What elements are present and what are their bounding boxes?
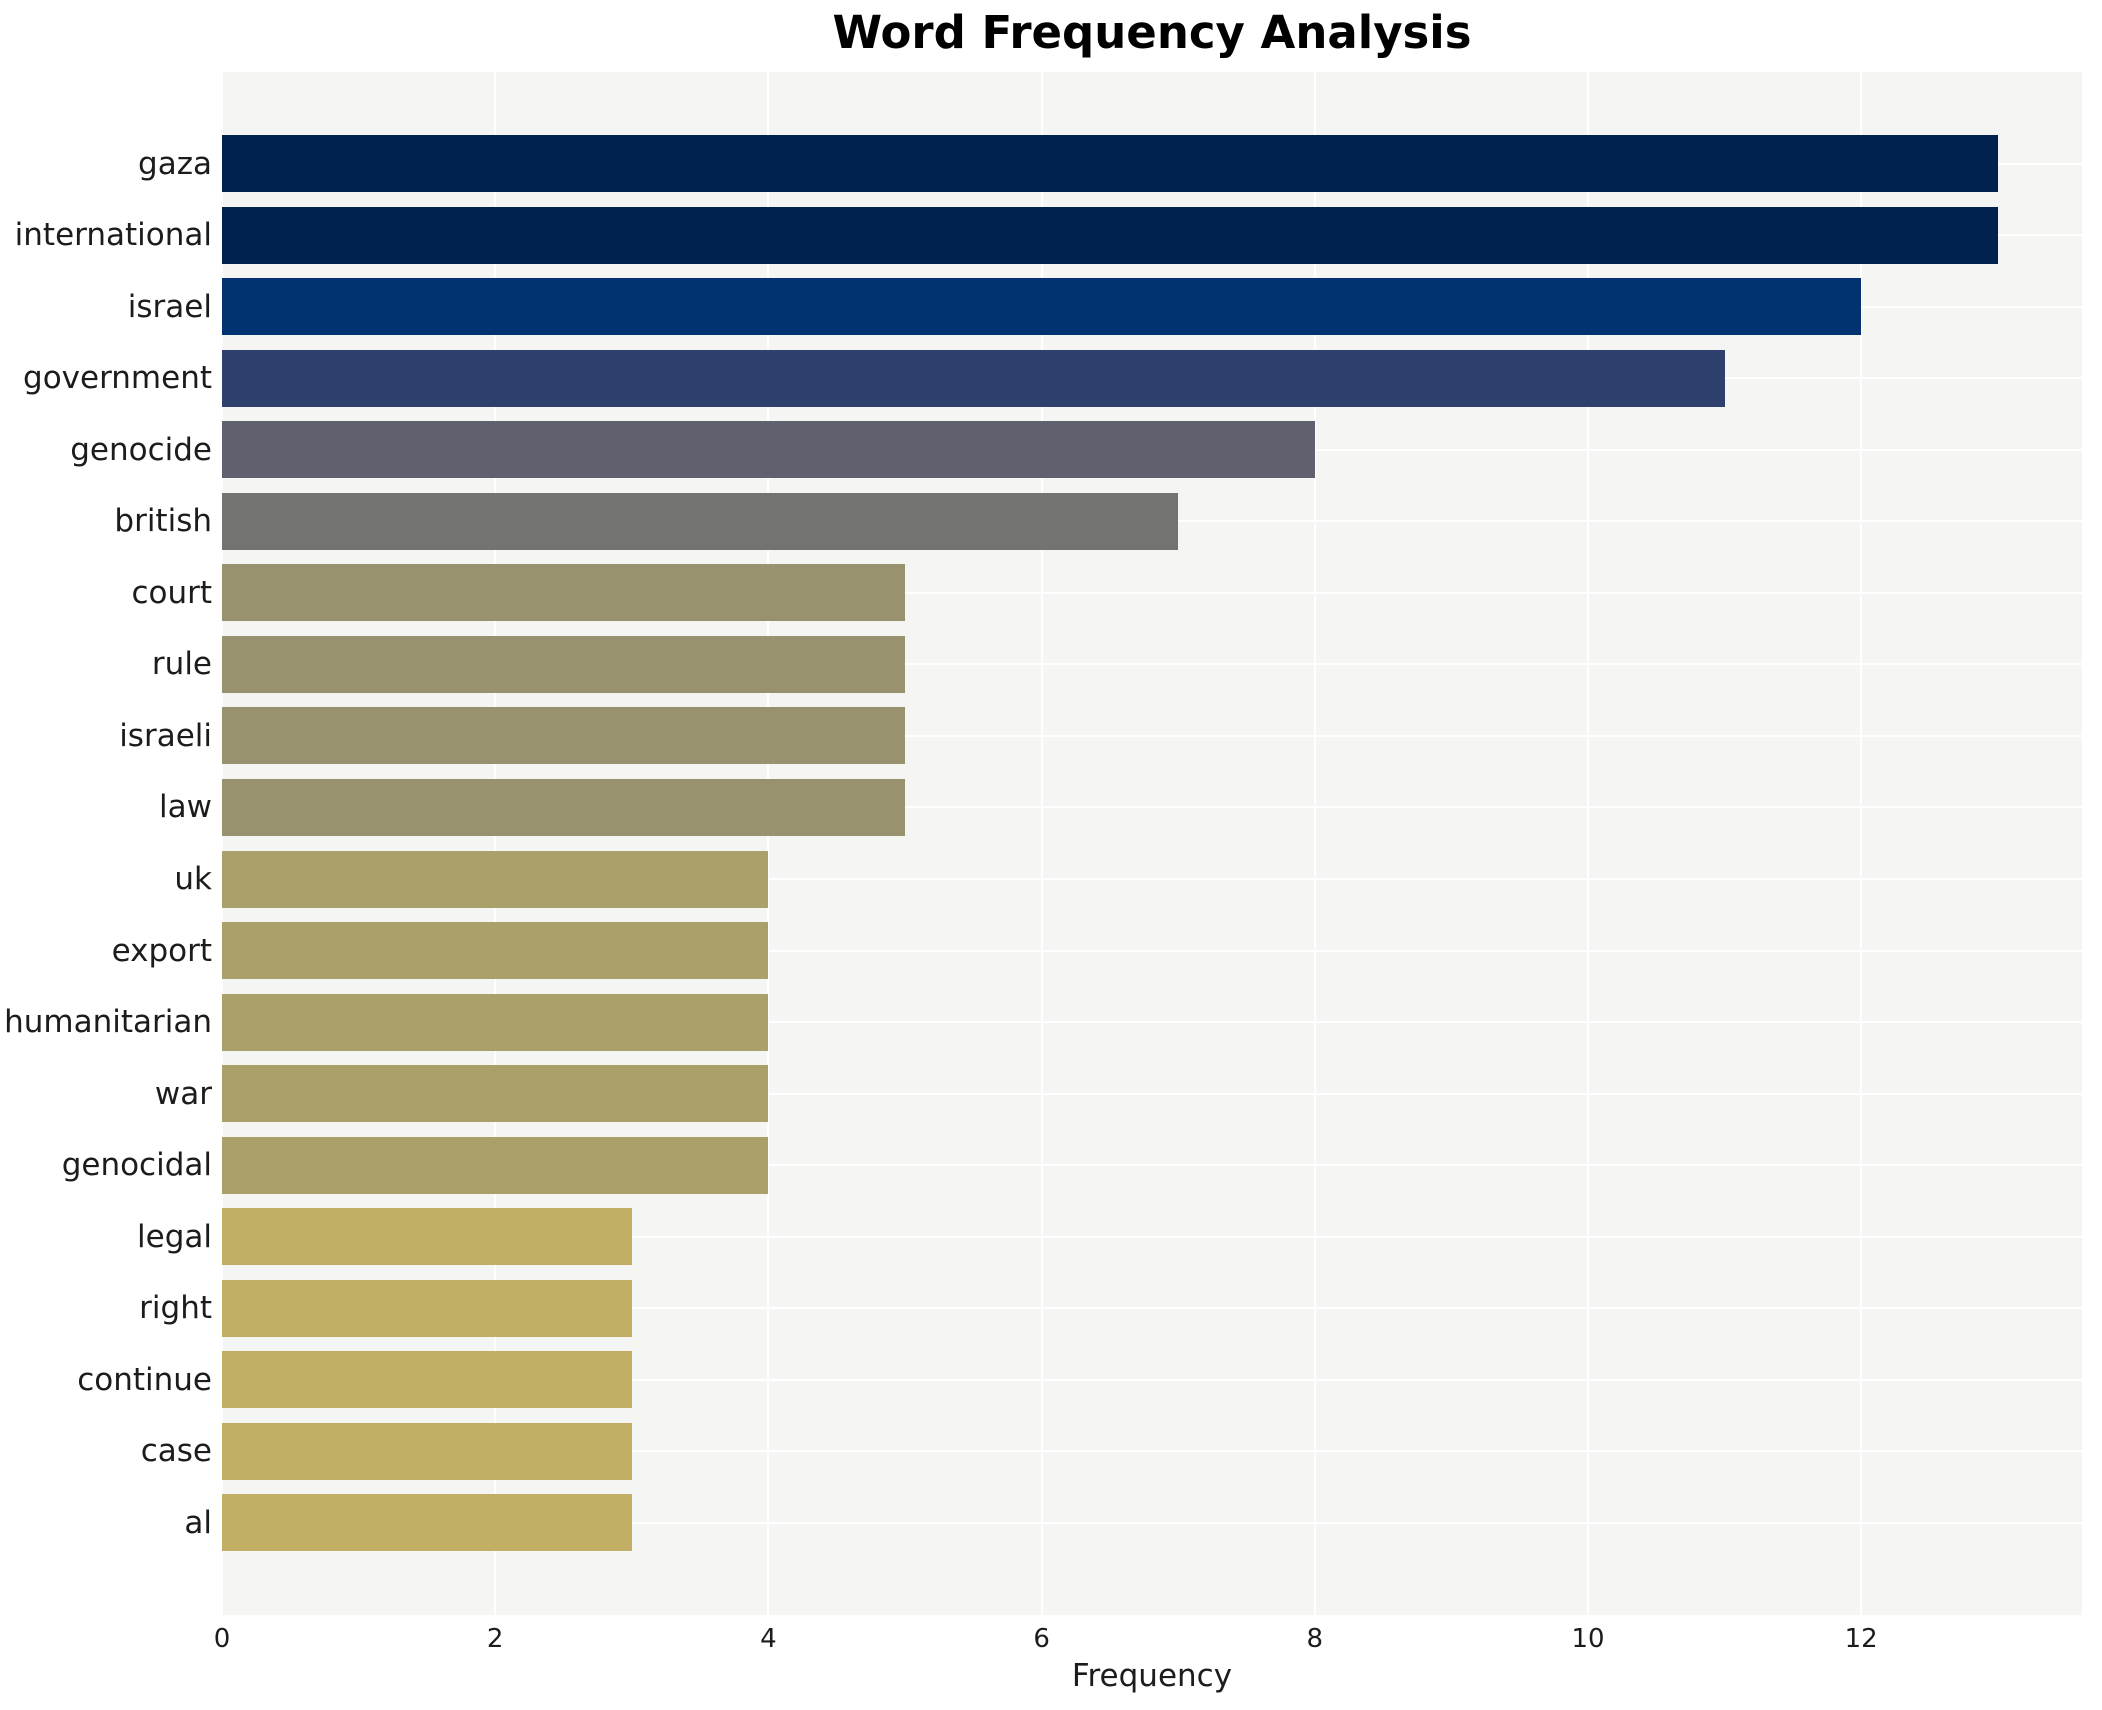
ytick-label-genocide: genocide [70, 431, 212, 468]
gridline-y-rule [222, 663, 2082, 666]
bar-war [222, 1065, 769, 1123]
bar-continue [222, 1351, 632, 1409]
xtick-label-6: 6 [1033, 1624, 1050, 1654]
bar-gaza [222, 135, 1998, 192]
gridline-y-court [222, 591, 2082, 594]
bar-court [222, 564, 905, 622]
ytick-label-rule: rule [151, 646, 212, 683]
gridline-x-12 [1860, 72, 1863, 1615]
gridline-y-genocidal [222, 1164, 2082, 1167]
bar-right [222, 1279, 632, 1337]
gridline-y-case [222, 1450, 2082, 1453]
ytick-label-uk: uk [174, 861, 212, 897]
bar-uk [222, 850, 769, 908]
ytick-label-british: british [114, 503, 212, 540]
plot-area [221, 72, 2082, 1615]
gridline-y-legal [222, 1235, 2082, 1238]
bar-international [222, 206, 1998, 264]
ytick-label-court: court [131, 574, 212, 611]
xtick-label-8: 8 [1306, 1624, 1324, 1654]
bar-humanitarian [222, 993, 769, 1051]
ytick-label-legal: legal [137, 1218, 212, 1255]
ytick-label-war: war [154, 1075, 212, 1112]
ytick-label-continue: continue [77, 1361, 212, 1398]
ytick-label-israel: israel [127, 288, 212, 325]
bar-case [222, 1422, 632, 1480]
ytick-label-case: case [140, 1433, 212, 1470]
gridline-y-uk [222, 878, 2082, 880]
bar-law [222, 778, 905, 836]
gridline-y-export [222, 949, 2082, 952]
gridline-y-right [222, 1307, 2082, 1310]
ytick-label-humanitarian: humanitarian [4, 1004, 212, 1041]
ytick-label-israeli: israeli [119, 717, 212, 754]
gridline-y-israeli [222, 734, 2082, 737]
bar-export [222, 922, 769, 980]
xtick-label-4: 4 [760, 1624, 777, 1654]
ytick-label-gaza: gaza [138, 145, 212, 182]
bar-israel [222, 278, 1862, 336]
gridline-y-law [222, 806, 2082, 809]
xtick-label-2: 2 [486, 1624, 504, 1654]
gridline-y-humanitarian [222, 1021, 2082, 1024]
gridline-x-2 [494, 72, 497, 1615]
bar-british [222, 492, 1179, 550]
bar-legal [222, 1208, 632, 1266]
gridline-y-al [222, 1521, 2082, 1524]
gridline-x-10 [1587, 72, 1589, 1615]
xtick-label-12: 12 [1844, 1624, 1878, 1654]
gridline-y-war [222, 1092, 2082, 1095]
bar-israeli [222, 707, 905, 765]
bar-genocide [222, 421, 1315, 479]
ytick-label-export: export [111, 932, 212, 969]
ytick-label-genocidal: genocidal [61, 1147, 212, 1184]
bar-al [222, 1494, 632, 1552]
xtick-label-0: 0 [213, 1624, 231, 1654]
chart-title: Word Frequency Analysis [832, 6, 1472, 59]
gridline-x-8 [1313, 72, 1316, 1615]
bar-genocidal [222, 1136, 769, 1194]
xtick-label-10: 10 [1571, 1624, 1605, 1654]
bar-government [222, 349, 1725, 407]
gridline-x-4 [767, 72, 770, 1615]
gridline-y-continue [222, 1378, 2082, 1381]
bar-rule [222, 635, 905, 693]
ytick-label-government: government [23, 360, 212, 397]
ytick-label-al: al [184, 1504, 212, 1541]
gridline-x-6 [1040, 72, 1043, 1615]
x-axis-label: Frequency [1071, 1658, 1233, 1694]
ytick-label-international: international [14, 217, 212, 254]
ytick-label-law: law [159, 789, 212, 826]
ytick-label-right: right [139, 1290, 212, 1327]
gridline-x-0 [221, 72, 223, 1615]
